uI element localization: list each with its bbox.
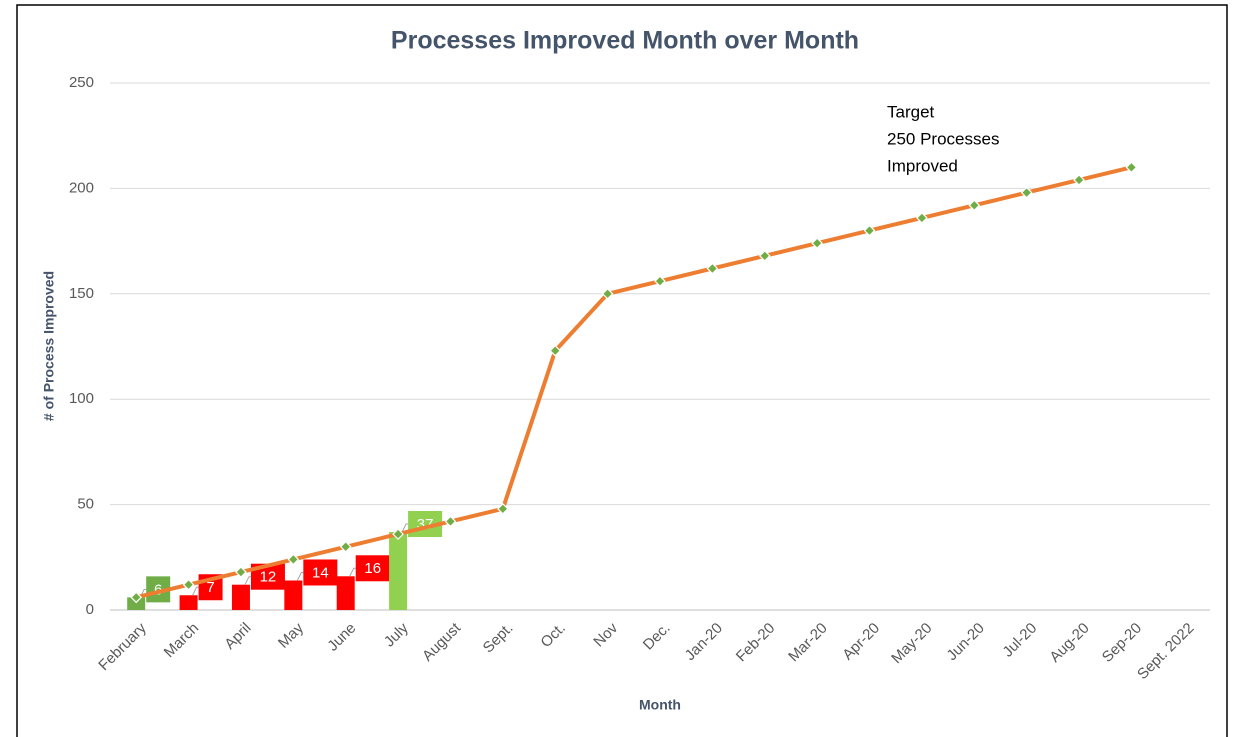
y-tick-label: 250	[69, 74, 94, 91]
x-tick-label: Apr-20	[839, 620, 883, 664]
marker	[706, 262, 719, 275]
marker	[863, 224, 876, 237]
x-tick-label: April	[221, 620, 254, 653]
annotation: 250 Processes	[887, 129, 999, 148]
x-axis-title: Month	[639, 697, 681, 713]
x-tick-label: July	[381, 619, 412, 650]
marker	[130, 591, 143, 604]
data-label: 16	[364, 560, 381, 577]
data-label: 6	[154, 581, 162, 598]
frame	[16, 4, 1228, 737]
marker	[392, 528, 404, 540]
data-label: 14	[312, 564, 329, 581]
bar	[179, 595, 198, 610]
x-tick-label: Jan-20	[682, 620, 726, 664]
y-tick-label: 150	[69, 285, 94, 302]
chart-title: Processes Improved Month over Month	[391, 27, 859, 55]
bar	[336, 576, 355, 610]
x-tick-label: Dec.	[640, 620, 674, 654]
bar	[127, 597, 146, 610]
annotation: Improved	[887, 156, 958, 175]
y-tick-label: 50	[77, 496, 94, 513]
data-label: 7	[206, 579, 214, 596]
x-tick-label: June	[324, 620, 359, 655]
x-tick-label: Nov	[590, 619, 621, 650]
marker	[811, 237, 823, 250]
x-tick-label: August	[419, 619, 465, 665]
marker	[1125, 161, 1138, 174]
marker	[916, 212, 928, 224]
leader-line	[244, 576, 251, 585]
leader-line	[349, 567, 356, 577]
marker	[287, 553, 300, 566]
line	[135, 165, 1132, 600]
marker	[182, 578, 195, 591]
marker	[339, 540, 352, 553]
x-tick-label: Feb-20	[733, 620, 779, 666]
x-tick-label: Mar-20	[785, 620, 831, 666]
x-tick-label: Sept. 2022	[1134, 620, 1197, 683]
annotation: Target	[887, 102, 935, 121]
marker	[601, 287, 614, 300]
marker	[549, 344, 562, 357]
x-tick-label: Jul-20	[999, 620, 1040, 661]
marker	[1020, 186, 1033, 199]
y-tick-label: 0	[86, 601, 94, 618]
marker	[654, 275, 666, 288]
x-tick-label: March	[161, 620, 202, 661]
x-tick-label: Oct.	[537, 620, 568, 651]
bar	[389, 532, 408, 610]
leader-line	[192, 586, 199, 596]
x-tick-label: Aug-20	[1046, 620, 1092, 666]
marker	[968, 199, 981, 212]
y-tick-label: 200	[69, 179, 94, 196]
leader-line	[296, 571, 304, 581]
x-tick-label: Jun-20	[943, 620, 987, 664]
y-tick-label: 100	[69, 390, 94, 407]
bar	[231, 584, 250, 610]
bar	[284, 580, 303, 610]
leader-line	[401, 523, 409, 533]
x-tick-label: May-20	[888, 620, 935, 667]
x-tick-label: Sept.	[480, 620, 517, 657]
marker	[235, 566, 247, 578]
data-label-box	[355, 555, 390, 582]
y-axis-title: # of Process Improved	[41, 271, 57, 421]
marker	[758, 250, 771, 262]
x-tick-label: May	[275, 619, 307, 651]
data-label-box	[303, 559, 338, 586]
marker	[444, 515, 457, 528]
marker	[1073, 174, 1085, 186]
x-tick-label: Sep-20	[1099, 620, 1145, 666]
data-label: 12	[260, 569, 277, 586]
marker	[497, 502, 509, 515]
x-tick-label: February	[95, 619, 150, 674]
